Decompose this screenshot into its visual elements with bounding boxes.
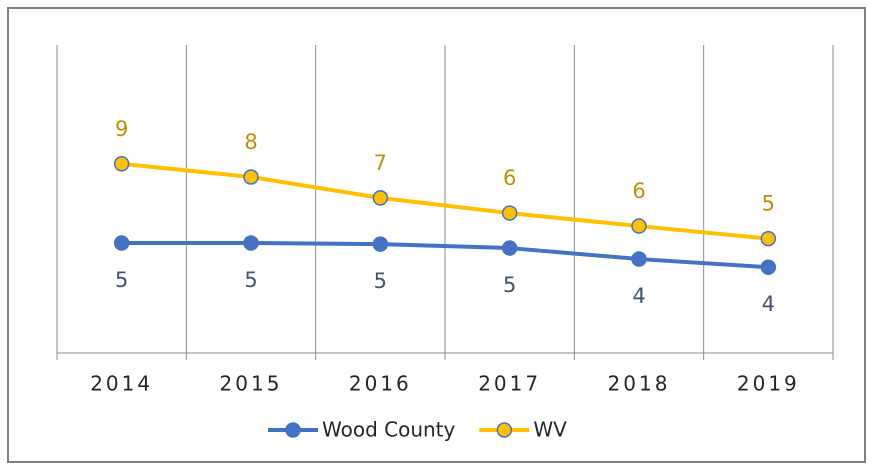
- point: [372, 236, 389, 252]
- data-label: 6: [632, 179, 645, 203]
- point: [372, 190, 389, 206]
- x-tick-label: 2015: [220, 372, 283, 396]
- point: [113, 156, 130, 172]
- line-series: [121, 161, 769, 241]
- x-tick-label: 2017: [478, 372, 541, 396]
- data-label: 6: [503, 166, 516, 190]
- data-label: 7: [374, 151, 387, 175]
- line-series: [121, 241, 769, 270]
- x-tick-label: 2018: [608, 372, 671, 396]
- legend-label: WV: [533, 418, 567, 442]
- data-label: 5: [374, 269, 387, 293]
- data-label: 5: [503, 273, 516, 297]
- point: [243, 235, 259, 251]
- data-label: 4: [632, 284, 645, 308]
- point: [113, 235, 130, 251]
- point: [760, 259, 777, 275]
- data-label: 8: [244, 130, 257, 154]
- x-tick-label: 2014: [90, 372, 153, 396]
- data-label: 4: [762, 292, 775, 316]
- legend-label: Wood County: [322, 418, 456, 442]
- point: [501, 205, 518, 221]
- x-tick-label: 2016: [349, 372, 412, 396]
- point: [243, 169, 259, 185]
- x-tick-label: 2019: [737, 372, 800, 396]
- data-label: 5: [244, 268, 257, 292]
- data-label: 5: [115, 268, 128, 292]
- point: [760, 230, 777, 247]
- point: [501, 240, 518, 256]
- legend-marker: [285, 422, 301, 438]
- point: [631, 218, 647, 234]
- legend-marker: [496, 422, 513, 438]
- data-label: 5: [762, 192, 775, 216]
- point: [631, 251, 647, 267]
- data-label: 9: [115, 117, 128, 141]
